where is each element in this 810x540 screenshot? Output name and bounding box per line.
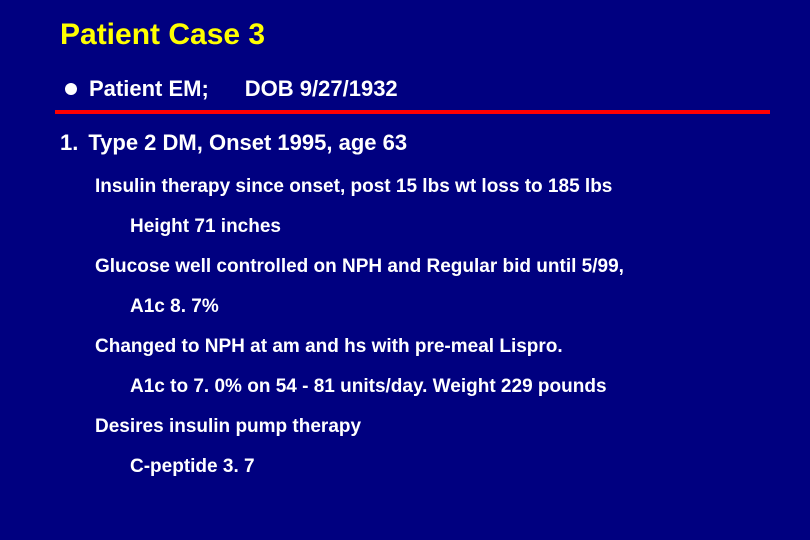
detail-line: Glucose well controlled on NPH and Regul… bbox=[0, 256, 810, 278]
divider bbox=[55, 110, 770, 114]
slide-title: Patient Case 3 bbox=[0, 18, 810, 52]
item-number: 1. bbox=[60, 130, 78, 156]
detail-line: Height 71 inches bbox=[0, 216, 810, 238]
detail-line: Changed to NPH at am and hs with pre-mea… bbox=[0, 336, 810, 358]
patient-id: Patient EM; bbox=[89, 76, 209, 102]
patient-line: Patient EM; DOB 9/27/1932 bbox=[0, 76, 810, 102]
bullet-icon bbox=[65, 83, 77, 95]
diagnosis-item: 1. Type 2 DM, Onset 1995, age 63 bbox=[0, 130, 810, 156]
detail-line: A1c 8. 7% bbox=[0, 296, 810, 318]
detail-line: Desires insulin pump therapy bbox=[0, 416, 810, 438]
detail-line: Insulin therapy since onset, post 15 lbs… bbox=[0, 176, 810, 198]
patient-dob: DOB 9/27/1932 bbox=[245, 76, 398, 102]
item-text: Type 2 DM, Onset 1995, age 63 bbox=[88, 130, 407, 156]
detail-line: A1c to 7. 0% on 54 - 81 units/day. Weigh… bbox=[0, 376, 810, 398]
detail-line: C-peptide 3. 7 bbox=[0, 456, 810, 478]
